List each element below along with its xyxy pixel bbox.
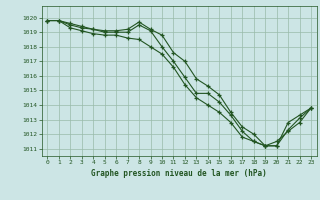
X-axis label: Graphe pression niveau de la mer (hPa): Graphe pression niveau de la mer (hPa) <box>91 169 267 178</box>
